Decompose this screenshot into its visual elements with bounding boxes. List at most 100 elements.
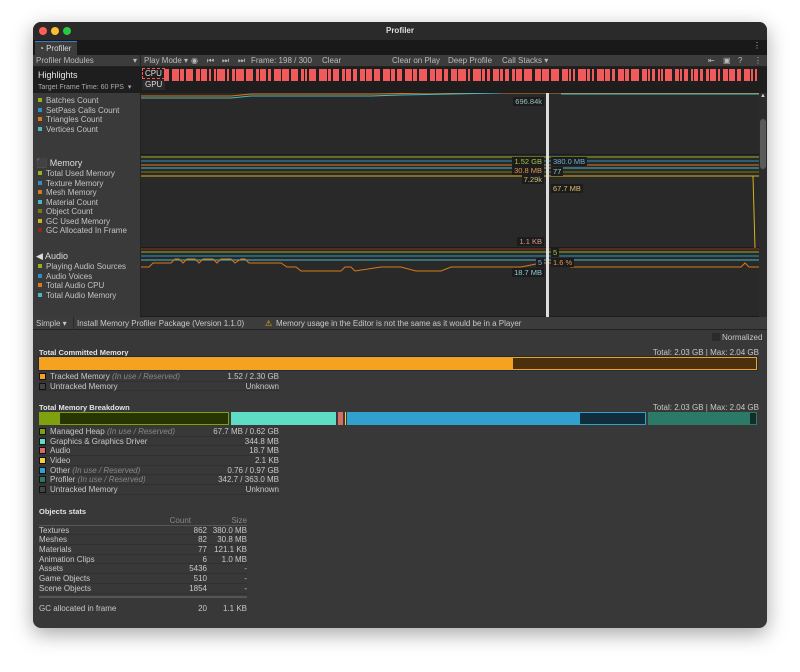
profiler-modules-dropdown[interactable]: Profiler Modules ▾ — [33, 55, 141, 67]
load-icon[interactable]: ⇤ — [708, 56, 715, 65]
legend-item[interactable]: SetPass Calls Count — [33, 106, 140, 116]
help-icon[interactable]: ? — [738, 56, 743, 65]
legend-item[interactable]: Object Count — [33, 207, 140, 217]
table-header: Count Size — [39, 516, 247, 526]
committed-totals: Total: 2.03 GB | Max: 2.04 GB — [652, 348, 759, 357]
record-button[interactable]: ◉ — [191, 56, 198, 65]
module-memory[interactable]: ⬛ Memory Total Used Memory Texture Memory… — [33, 155, 141, 248]
legend-item[interactable]: Audio Voices — [33, 272, 140, 282]
clear-button[interactable]: Clear — [322, 56, 342, 65]
scrollbar-thumb[interactable] — [760, 119, 766, 169]
module-rendering[interactable]: Batches Count SetPass Calls Count Triangle… — [33, 93, 141, 155]
highlights-row: Highlights Target Frame Time: 60 FPS ▾ C… — [33, 67, 767, 93]
profiler-segment[interactable] — [648, 412, 757, 425]
next-frame-button[interactable]: ⏭ — [222, 56, 230, 65]
frame-highlight-mark — [573, 69, 575, 81]
call-stacks-toggle[interactable]: Call Stacks ▾ — [502, 56, 549, 65]
frame-highlight-mark — [691, 69, 693, 81]
legend-item[interactable]: Total Audio CPU — [33, 281, 140, 291]
table-row: Scene Objects 1854- — [39, 583, 247, 594]
graph-value-label: 380.0 MB — [551, 157, 588, 166]
save-icon[interactable]: ▣ — [723, 56, 731, 65]
other-segment[interactable] — [347, 412, 646, 425]
managed-heap-segment[interactable] — [39, 412, 229, 425]
frame-highlight-mark — [487, 69, 490, 81]
breakdown-legend: Managed Heap (In use / Reserved) 67.7 MB … — [39, 427, 279, 495]
graph-value-label: 1.1 KB — [517, 237, 544, 246]
modules-scrollbar[interactable]: ▲ — [759, 93, 767, 317]
target-frame-time-dropdown[interactable]: Target Frame Time: 60 FPS ▾ — [38, 84, 132, 91]
frame-highlight-mark — [710, 69, 716, 81]
color-swatch — [39, 476, 46, 484]
warning-message: Memory usage in the Editor is not the sa… — [276, 319, 522, 328]
graph-value-label: 18.7 MB — [512, 268, 544, 277]
view-mode-dropdown[interactable]: Simple ▾ — [36, 319, 67, 328]
legend-item[interactable]: Total Used Memory — [33, 169, 140, 179]
legend-item[interactable]: Vertices Count — [33, 125, 140, 135]
maximize-button[interactable] — [63, 27, 71, 35]
legend-row: Other (In use / Reserved) 0.76 / 0.97 GB — [39, 466, 279, 476]
frame-highlight-mark — [353, 69, 357, 81]
audio-graph[interactable]: 5 5 1.6 % 18.7 MB — [141, 248, 759, 317]
title-bar: Profiler — [33, 22, 767, 40]
frame-highlight-mark — [473, 69, 481, 81]
graphics-segment[interactable] — [231, 412, 336, 425]
options-menu-icon[interactable]: ⋮ — [754, 56, 762, 65]
legend-swatch — [38, 283, 42, 287]
legend-row: Untracked Memory Unknown — [39, 485, 279, 495]
color-swatch — [39, 373, 46, 380]
frame-highlight-mark — [578, 69, 586, 81]
legend-item[interactable]: Total Audio Memory — [33, 291, 140, 301]
video-segment[interactable] — [345, 412, 346, 425]
legend-item[interactable]: Texture Memory — [33, 179, 140, 189]
speaker-icon: ◀ — [36, 251, 45, 261]
frame-highlight-mark — [729, 69, 735, 81]
legend-item[interactable]: Material Count — [33, 198, 140, 208]
cpu-highlight-bar[interactable] — [164, 69, 758, 81]
frame-highlight-mark — [274, 69, 281, 81]
deep-profile-toggle[interactable]: Deep Profile — [448, 56, 493, 65]
gpu-label: GPU — [142, 80, 166, 90]
committed-memory-bar[interactable] — [38, 356, 758, 371]
legend-item[interactable]: Batches Count — [33, 96, 140, 106]
frame-highlight-mark — [444, 69, 448, 81]
profiler-icon: ◔ — [39, 44, 47, 53]
memory-graph[interactable]: 1.52 GB 380.0 MB 30.8 MB 77 7.29k 67.7 M… — [141, 155, 759, 249]
close-button[interactable] — [39, 27, 47, 35]
frame-highlight-mark — [430, 69, 435, 81]
tab-profiler[interactable]: ◔ Profiler — [35, 41, 77, 55]
frame-selection-cursor[interactable] — [546, 93, 549, 317]
play-mode-dropdown[interactable]: Play Mode ▾ — [144, 56, 189, 65]
frame-highlight-mark — [374, 69, 380, 81]
color-swatch — [39, 447, 46, 455]
legend-item[interactable]: Playing Audio Sources — [33, 262, 140, 272]
clear-on-play-toggle[interactable]: Clear on Play — [392, 56, 441, 65]
module-audio[interactable]: ◀ Audio Playing Audio Sources Audio Voice… — [33, 248, 141, 317]
legend-row: Tracked Memory (In use / Reserved) 1.52 /… — [39, 372, 279, 382]
last-frame-button[interactable]: ⏭ — [238, 56, 246, 65]
audio-module-header: ◀ Audio — [36, 251, 68, 261]
audio-segment[interactable] — [338, 412, 343, 425]
normalized-checkbox[interactable]: Normalized — [712, 333, 762, 342]
rendering-graph[interactable]: 696.84k — [141, 92, 759, 155]
frame-highlight-mark — [524, 69, 532, 81]
legend-item[interactable]: Mesh Memory — [33, 188, 140, 198]
legend-row: Audio 18.7 MB — [39, 446, 279, 457]
frame-highlight-mark — [551, 69, 559, 81]
legend-swatch — [38, 107, 42, 112]
legend-item[interactable]: GC Used Memory — [33, 217, 140, 227]
legend-row: Profiler (In use / Reserved) 342.7 / 363.… — [39, 475, 279, 486]
table-row: Materials 77 121.1 KB — [39, 545, 247, 555]
graph-value-label: 1.52 GB — [512, 157, 544, 166]
minimize-button[interactable] — [51, 27, 59, 35]
frame-highlight-mark — [680, 69, 682, 81]
first-frame-button[interactable]: ⏮ — [207, 56, 215, 65]
frame-highlight-mark — [700, 69, 703, 81]
scroll-up-icon[interactable]: ▲ — [760, 93, 766, 99]
more-menu-icon[interactable]: ⋮ — [753, 41, 761, 50]
legend-item[interactable]: GC Allocated In Frame — [33, 226, 140, 236]
install-memory-profiler-button[interactable]: Install Memory Profiler Package (Version… — [73, 317, 244, 330]
breakdown-bar[interactable] — [39, 412, 757, 425]
legend-item[interactable]: Triangles Count — [33, 115, 140, 125]
color-swatch — [39, 486, 46, 494]
